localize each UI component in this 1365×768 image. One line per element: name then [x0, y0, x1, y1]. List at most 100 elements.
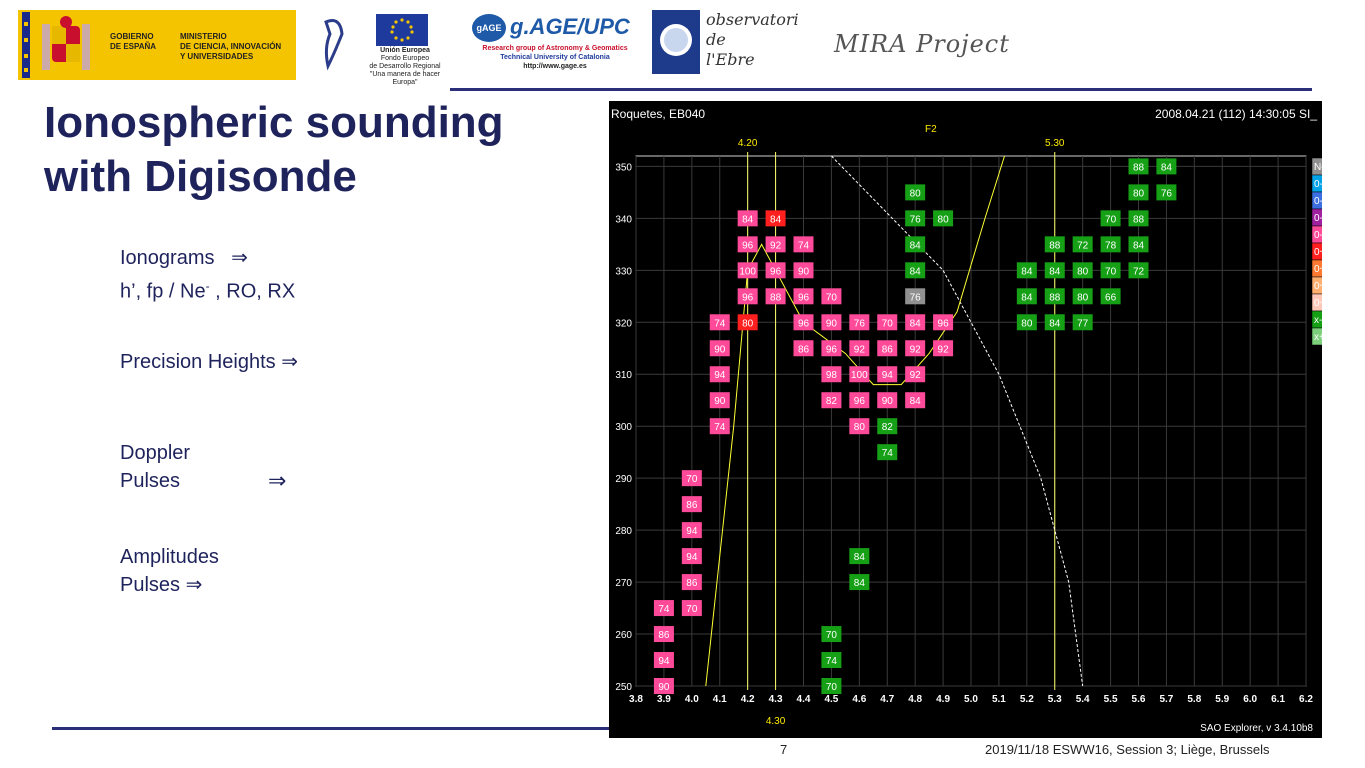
echo-point [877, 418, 898, 435]
echo-point [849, 548, 870, 565]
y-tick-label: 330 [615, 266, 632, 277]
echo-point [821, 366, 842, 383]
echo-value: 70 [882, 318, 894, 329]
x-tick-label: 6.0 [1243, 694, 1257, 705]
y-tick-label: 300 [615, 422, 632, 433]
legend-label: 0+3 [1314, 281, 1322, 292]
arrow-icon: ⇒ [281, 351, 298, 373]
echo-value: 74 [826, 656, 838, 667]
x-tick-label: 5.1 [992, 694, 1006, 705]
legend-swatch [1311, 242, 1322, 261]
echo-point [793, 288, 814, 305]
page-number: 7 [780, 742, 788, 757]
echo-point [653, 678, 674, 694]
x-tick-label: 4.4 [797, 694, 811, 705]
echo-value: 84 [1021, 292, 1033, 303]
x-tick-label: 5.4 [1076, 694, 1090, 705]
echo-point [849, 392, 870, 409]
echo-value: 94 [686, 526, 698, 537]
y-tick-label: 270 [615, 578, 632, 589]
echo-value: 80 [1133, 188, 1145, 199]
echo-point [821, 314, 842, 331]
echo-value: 88 [1133, 162, 1145, 173]
arrow-icon: ⇒ [231, 247, 248, 269]
echo-value: 92 [938, 344, 950, 355]
header-divider [450, 88, 1312, 91]
echo-point [849, 366, 870, 383]
echo-point [1156, 184, 1177, 201]
legend-swatch [1311, 191, 1322, 210]
x-tick-label: 5.3 [1048, 694, 1062, 705]
echo-point [681, 496, 702, 513]
echo-point [849, 574, 870, 591]
gobierno-espana-logo: GOBIERNO DE ESPAÑA MINISTERIO DE CIENCIA… [18, 10, 296, 80]
echo-point [681, 574, 702, 591]
x-tick-label: 5.0 [964, 694, 978, 705]
echo-point [933, 210, 954, 227]
precision-text: Precision Heights ⇒ [120, 351, 298, 373]
echo-value: 77 [1077, 318, 1089, 329]
y-tick-label: 340 [615, 214, 632, 225]
echo-point [877, 444, 898, 461]
echo-value: 96 [826, 344, 838, 355]
ue-text: Unión Europea Fondo Europeo de Desarroll… [369, 47, 441, 86]
echo-value: 80 [1021, 318, 1033, 329]
echo-value: 74 [798, 240, 810, 251]
x-tick-label: 5.7 [1159, 694, 1173, 705]
x-tick-label: 3.9 [657, 694, 671, 705]
x-tick-label: 5.2 [1020, 694, 1034, 705]
echo-value: 100 [739, 266, 756, 277]
echo-point [1128, 158, 1149, 175]
echo-value: 96 [854, 396, 866, 407]
echo-point [1100, 236, 1121, 253]
echo-value: 80 [854, 422, 866, 433]
echo-point [905, 340, 926, 357]
echo-value: 92 [770, 240, 782, 251]
y-tick-label: 250 [615, 682, 632, 693]
legend-label: x+ [1314, 332, 1322, 343]
echo-value: 72 [1133, 266, 1145, 277]
echo-point [765, 262, 786, 279]
echo-point [877, 366, 898, 383]
spain-crest-icon [22, 12, 90, 78]
echo-point [681, 600, 702, 617]
legend-label: 0+4 [1314, 298, 1322, 309]
eu-flag-icon [324, 14, 428, 71]
legend-swatch [1311, 157, 1322, 176]
gage-badge: gAGE [472, 14, 506, 42]
echo-value: 82 [882, 422, 894, 433]
echo-point [821, 288, 842, 305]
echo-point [793, 262, 814, 279]
echo-point [1072, 288, 1093, 305]
echo-value: 84 [770, 214, 782, 225]
y-tick-label: 310 [615, 370, 632, 381]
echo-point [877, 392, 898, 409]
echo-point [933, 314, 954, 331]
x-tick-label: 5.6 [1132, 694, 1146, 705]
echo-point [905, 314, 926, 331]
ionogram-chart: 3.8 3.9 4.0 4.1 4.2 4.3 4.4 4.5 4.6 4.7 4.8 4.9 5.0 5… [609, 101, 1322, 738]
echo-value: 80 [742, 318, 754, 329]
echo-point [1016, 262, 1037, 279]
echo-point [653, 626, 674, 643]
echo-value: 84 [910, 240, 922, 251]
x-tick-label: 4.1 [713, 694, 727, 705]
echo-value: 80 [938, 214, 950, 225]
marker-label: 4.20 [738, 138, 758, 149]
echo-value: 72 [1077, 240, 1089, 251]
echo-point [821, 652, 842, 669]
echo-point [1044, 288, 1065, 305]
echo-point [681, 522, 702, 539]
echo-point [709, 418, 730, 435]
echo-value: 76 [854, 318, 866, 329]
echo-point [681, 470, 702, 487]
logo-bar: GOBIERNO DE ESPAÑA MINISTERIO DE CIENCIA… [0, 0, 1365, 90]
echo-value: 94 [714, 370, 726, 381]
echo-point [1100, 288, 1121, 305]
legend-label: 0-1 [1314, 230, 1322, 241]
echo-value: 96 [742, 240, 754, 251]
x-tick-label: 6.2 [1299, 694, 1313, 705]
echo-point [737, 288, 758, 305]
echo-value: 86 [686, 500, 698, 511]
ministerio-text: MINISTERIO DE CIENCIA, INNOVACIÓN Y UNIV… [180, 32, 282, 61]
